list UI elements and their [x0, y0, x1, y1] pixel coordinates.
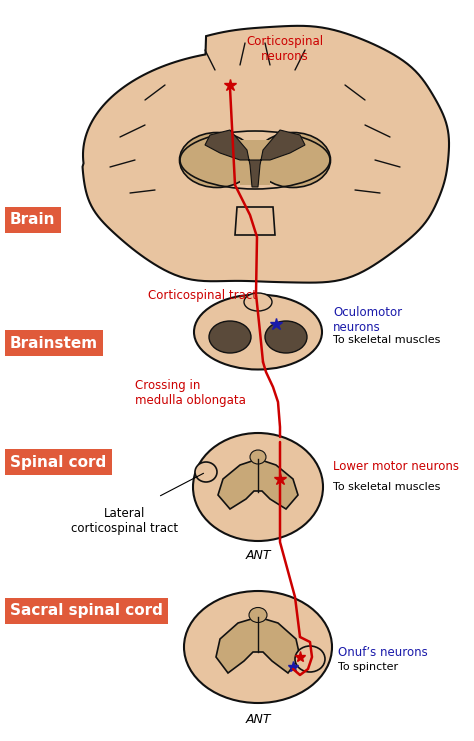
Ellipse shape [244, 293, 272, 311]
Text: ANT: ANT [245, 549, 271, 562]
Ellipse shape [295, 646, 325, 672]
Polygon shape [235, 207, 275, 235]
Text: Lower motor neurons: Lower motor neurons [333, 460, 459, 473]
Text: To skeletal muscles: To skeletal muscles [333, 335, 440, 345]
Text: Sacral spinal cord: Sacral spinal cord [10, 603, 163, 619]
Text: Brainstem: Brainstem [10, 336, 98, 350]
Polygon shape [218, 459, 298, 509]
Ellipse shape [193, 433, 323, 541]
Ellipse shape [195, 462, 217, 482]
Ellipse shape [250, 450, 266, 464]
Text: To skeletal muscles: To skeletal muscles [333, 482, 440, 492]
Ellipse shape [180, 133, 255, 187]
Text: Onuf’s neurons: Onuf’s neurons [338, 645, 428, 659]
Text: To spincter: To spincter [338, 662, 398, 672]
Polygon shape [205, 130, 305, 187]
Polygon shape [82, 26, 449, 282]
Text: Spinal cord: Spinal cord [10, 454, 106, 470]
Ellipse shape [209, 321, 251, 353]
Polygon shape [240, 140, 270, 185]
Ellipse shape [249, 608, 267, 622]
Text: Brain: Brain [10, 213, 55, 227]
Polygon shape [216, 617, 300, 673]
Text: Lateral
corticospinal tract: Lateral corticospinal tract [72, 507, 179, 535]
Ellipse shape [194, 294, 322, 370]
Text: ANT: ANT [245, 713, 271, 726]
Text: Oculomotor
neurons: Oculomotor neurons [333, 306, 402, 334]
Text: Corticospinal
neurons: Corticospinal neurons [246, 35, 324, 63]
Ellipse shape [265, 321, 307, 353]
Ellipse shape [255, 133, 330, 187]
Text: Corticospinal tract: Corticospinal tract [148, 288, 257, 302]
Ellipse shape [184, 591, 332, 703]
Text: Crossing in
medulla oblongata: Crossing in medulla oblongata [135, 379, 246, 407]
